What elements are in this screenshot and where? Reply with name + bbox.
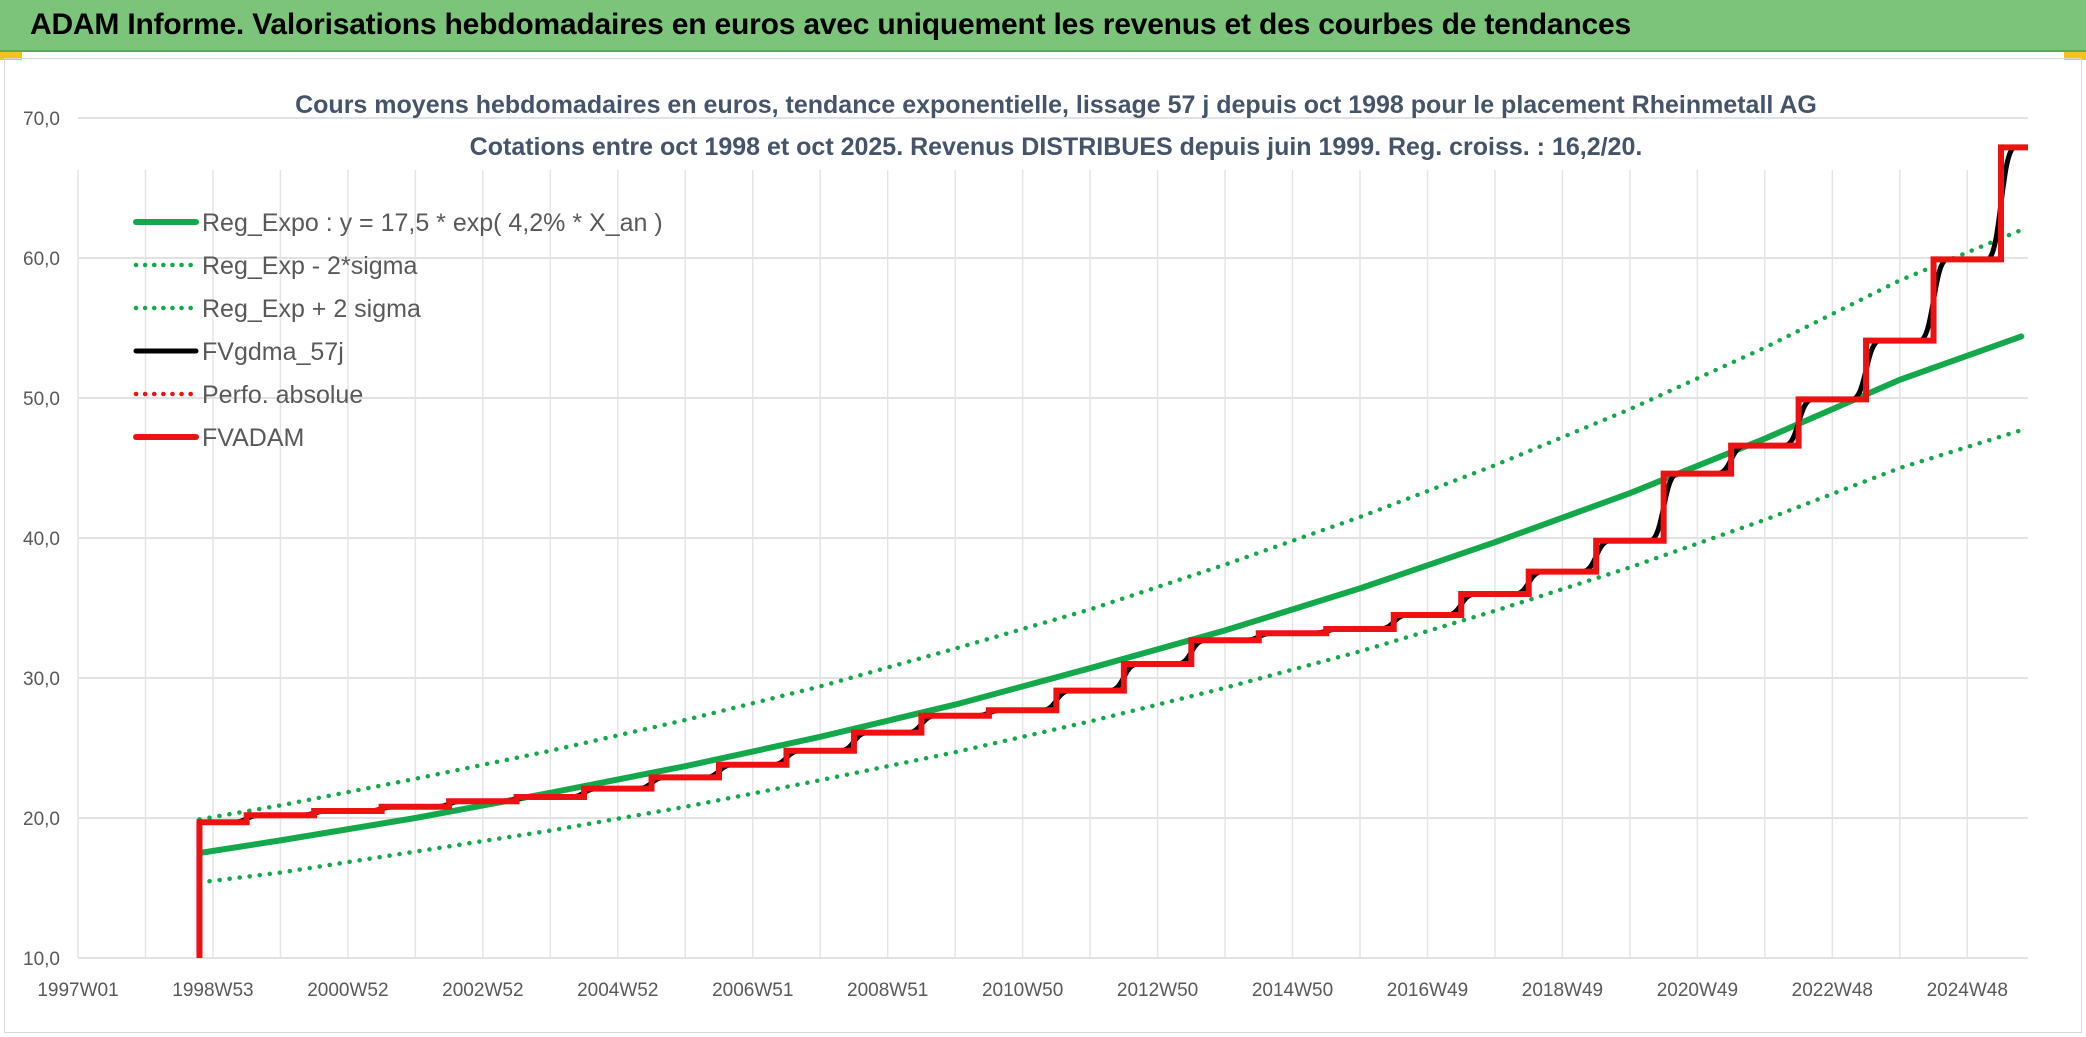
y-tick-label: 70,0 xyxy=(23,109,60,130)
legend-label: Perfo. absolue xyxy=(202,381,363,409)
corner-marker-left xyxy=(0,52,22,60)
series-3-line xyxy=(199,144,2028,825)
y-tick-label: 50,0 xyxy=(23,389,60,410)
legend-label: FVADAM xyxy=(202,424,304,452)
legend: Reg_Expo : y = 17,5 * exp( 4,2% * X_an )… xyxy=(133,209,663,452)
x-tick-label: 1998W53 xyxy=(172,980,253,1001)
legend-label: FVgdma_57j xyxy=(202,338,344,366)
x-tick-label: 2010W50 xyxy=(982,980,1063,1001)
series-layer xyxy=(196,144,2028,958)
legend-label: Reg_Expo : y = 17,5 * exp( 4,2% * X_an ) xyxy=(202,209,663,237)
series-2-line xyxy=(197,227,2024,822)
x-tick-label: 2020W49 xyxy=(1657,980,1738,1001)
tick-labels: 10,0 20,0 30,0 40,0 50,0 60,0 70,0 1997W01 1998W… xyxy=(23,109,2008,1001)
grid-layer xyxy=(77,117,2028,959)
legend-label: Reg_Exp + 2 sigma xyxy=(202,295,421,323)
x-tick-label: 2016W49 xyxy=(1387,980,1468,1001)
x-tick-label: 2022W48 xyxy=(1792,980,1873,1001)
x-tick-label: 2012W50 xyxy=(1117,980,1198,1001)
x-tick-label: 2008W51 xyxy=(847,980,928,1001)
x-tick-label: 2002W52 xyxy=(442,980,523,1001)
x-tick-label: 2004W52 xyxy=(577,980,658,1001)
x-tick-label: 2018W49 xyxy=(1522,980,1603,1001)
y-tick-label: 10,0 xyxy=(23,949,60,970)
series-5-line xyxy=(196,144,2028,958)
legend-label: Reg_Exp - 2*sigma xyxy=(202,252,417,280)
chart-title-line2: Cotations entre oct 1998 et oct 2025. Re… xyxy=(470,133,1643,161)
y-tick-label: 20,0 xyxy=(23,809,60,830)
series-0-line xyxy=(196,333,2025,856)
y-tick-label: 30,0 xyxy=(23,669,60,690)
corner-marker-right xyxy=(2064,52,2086,60)
report-title: ADAM Informe. Valorisations hebdomadaire… xyxy=(30,8,1631,41)
series-1-line xyxy=(197,427,2024,885)
y-tick-label: 60,0 xyxy=(23,249,60,270)
x-tick-label: 2024W48 xyxy=(1927,980,2008,1001)
chart-title-line1: Cours moyens hebdomadaires en euros, ten… xyxy=(295,91,1817,119)
x-tick-label: 2000W52 xyxy=(307,980,388,1001)
chart-frame xyxy=(4,58,2082,1033)
report-banner: ADAM Informe. Valorisations hebdomadaire… xyxy=(0,0,2086,52)
x-tick-label: 2006W51 xyxy=(712,980,793,1001)
x-tick-label: 2014W50 xyxy=(1252,980,1333,1001)
x-tick-label: 1997W01 xyxy=(37,980,118,1001)
y-tick-label: 40,0 xyxy=(23,529,60,550)
